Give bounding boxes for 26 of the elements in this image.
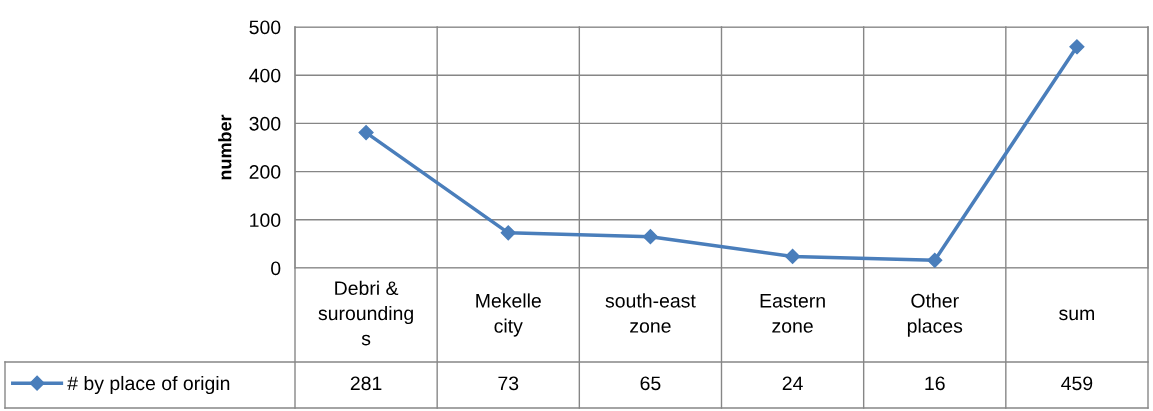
y-tick-label: 200 xyxy=(249,165,281,179)
y-tick-label: 400 xyxy=(249,68,281,83)
point xyxy=(642,229,658,245)
x-tick-label: south-east zone xyxy=(605,293,696,333)
data-label: 73 xyxy=(498,376,519,391)
point xyxy=(358,124,374,141)
x-tick-label: Debri & surounding s xyxy=(318,280,413,346)
legend-label: # by place of origin xyxy=(67,375,230,395)
data-label: 65 xyxy=(640,376,661,391)
y-tick-label: 0 xyxy=(271,261,281,276)
data-label: 281 xyxy=(350,376,382,391)
data-label: 16 xyxy=(925,376,945,391)
x-tick-label: Mekelle city xyxy=(476,293,541,337)
point xyxy=(927,252,943,268)
x-tick-label: Eastern zone xyxy=(760,294,825,333)
data-label: 459 xyxy=(1061,376,1093,391)
y-tick-label: 300 xyxy=(249,116,281,131)
x-tick-label: Other places xyxy=(907,293,963,337)
data-label: 24 xyxy=(782,376,803,391)
y-tick-label: 500 xyxy=(249,20,281,35)
point xyxy=(1069,39,1085,55)
point xyxy=(500,225,516,241)
x-tick-label: sum xyxy=(1059,309,1094,321)
point xyxy=(785,248,801,265)
y-axis-title: number xyxy=(218,114,232,180)
y-tick-label: 100 xyxy=(250,213,281,228)
